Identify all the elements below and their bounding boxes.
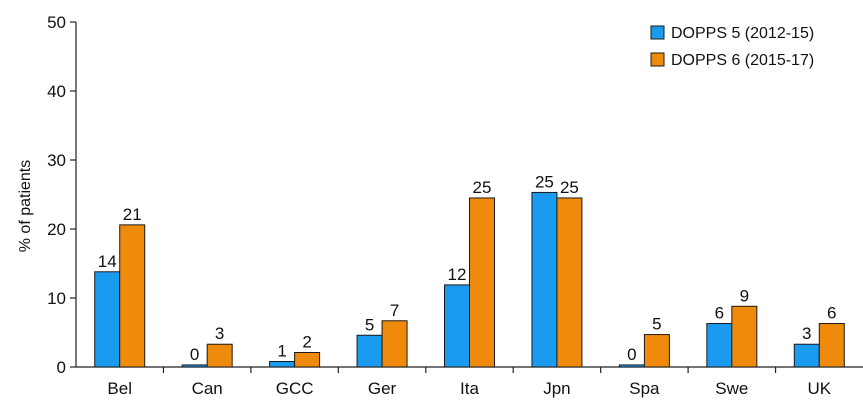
x-tick-label: Ger: [368, 379, 397, 398]
y-tick-label: 10: [47, 289, 66, 308]
data-label: 12: [448, 265, 467, 284]
y-axis-title: % of patients: [17, 160, 34, 253]
legend-label: DOPPS 5 (2012-15): [671, 25, 814, 42]
x-tick-label: Jpn: [543, 379, 570, 398]
bar-dopps5-jpn: [531, 191, 558, 368]
bar-dopps6-bel: [119, 224, 146, 368]
bar-dopps6-swe: [731, 305, 758, 368]
data-label: 9: [740, 286, 749, 305]
bar-dopps5-can: [181, 364, 208, 368]
data-label: 0: [190, 345, 199, 364]
data-label: 5: [365, 315, 374, 334]
bar-dopps6-can: [206, 343, 233, 368]
bar-dopps6-ita: [469, 197, 495, 368]
data-label: 25: [535, 172, 554, 191]
data-label: 6: [715, 304, 724, 323]
x-tick-label: Bel: [107, 379, 132, 398]
y-tick-label: 50: [47, 13, 66, 32]
bar-dopps5-ger: [356, 334, 383, 368]
bar-dopps6-jpn: [556, 197, 583, 368]
data-label: 5: [652, 315, 661, 334]
x-tick-label: Ita: [460, 379, 479, 398]
x-tick-label: UK: [807, 379, 831, 398]
bar-dopps5-ita: [444, 284, 470, 368]
data-label: 1: [277, 341, 286, 360]
bar-dopps5-gcc: [269, 360, 296, 368]
data-label: 6: [827, 304, 836, 323]
data-label: 7: [390, 301, 399, 320]
y-tick-label: 0: [57, 358, 66, 377]
bar-dopps6-uk: [818, 323, 845, 368]
legend-swatch: [650, 25, 665, 40]
bar-dopps5-swe: [706, 323, 733, 368]
data-label: 25: [560, 178, 579, 197]
y-tick-label: 20: [47, 220, 66, 239]
data-label: 2: [302, 333, 311, 352]
bar-dopps5-bel: [94, 271, 121, 368]
bars: [94, 191, 845, 368]
bar-dopps6-ger: [381, 320, 408, 368]
legend-label: DOPPS 6 (2015-17): [671, 52, 814, 69]
bar-dopps6-spa: [643, 334, 670, 368]
x-tick-label: Swe: [715, 379, 748, 398]
data-label: 3: [215, 324, 224, 343]
bar-dopps6-gcc: [294, 352, 321, 368]
y-tick-label: 40: [47, 82, 66, 101]
data-label: 3: [802, 324, 811, 343]
data-label: 21: [123, 205, 142, 224]
data-label: 0: [627, 345, 636, 364]
x-tick-label: Can: [192, 379, 223, 398]
data-label: 25: [473, 178, 492, 197]
bar-dopps5-spa: [618, 364, 645, 368]
legend-swatch: [650, 52, 665, 67]
data-label: 14: [98, 252, 117, 271]
bar-dopps5-uk: [793, 343, 820, 368]
x-tick-label: GCC: [276, 379, 314, 398]
x-tick-label: Spa: [629, 379, 660, 398]
y-tick-label: 30: [47, 151, 66, 170]
legend: DOPPS 5 (2012-15) DOPPS 6 (2015-17): [650, 25, 814, 69]
